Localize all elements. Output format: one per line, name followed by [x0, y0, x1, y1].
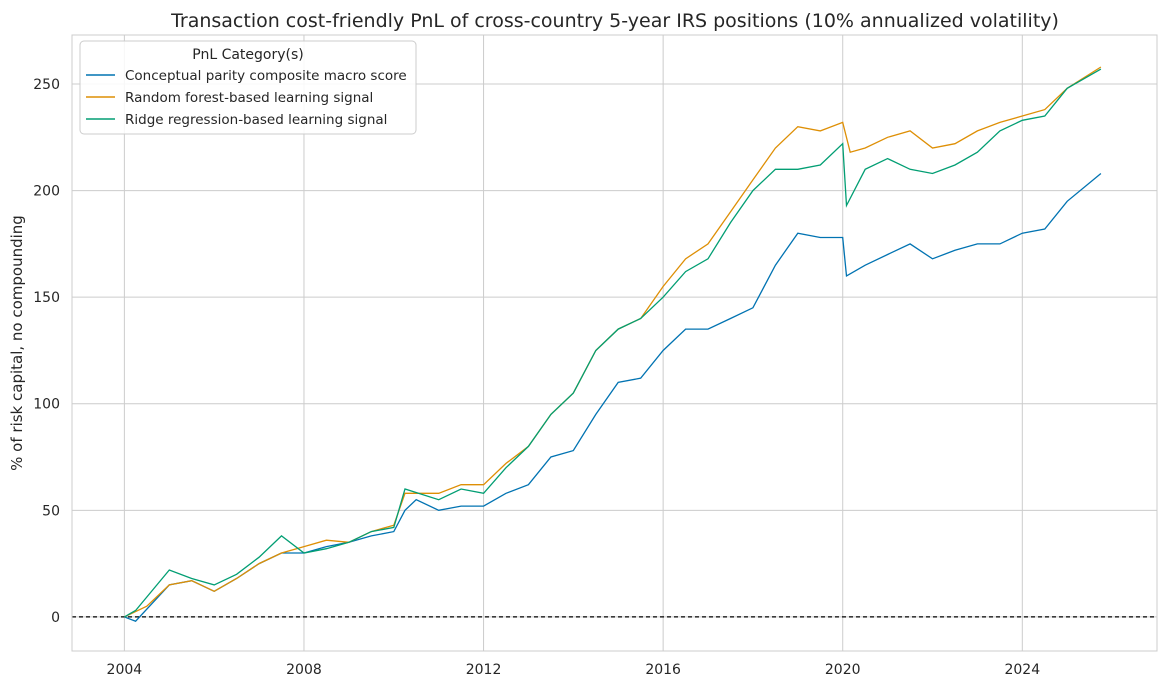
legend-entry: Conceptual parity composite macro score	[125, 68, 407, 84]
y-tick-label: 150	[33, 290, 60, 306]
x-tick-label: 2020	[825, 662, 861, 678]
legend-entry: Random forest-based learning signal	[125, 90, 373, 106]
y-tick-label: 100	[33, 397, 60, 413]
legend: PnL Category(s) Conceptual parity compos…	[79, 40, 417, 135]
chart-title: Transaction cost-friendly PnL of cross-c…	[170, 10, 1059, 32]
series-line-1	[124, 172, 1102, 622]
y-tick-label: 250	[33, 77, 60, 93]
x-tick-label: 2008	[286, 662, 322, 678]
x-tick-label: 2004	[107, 662, 143, 678]
x-tick-label: 2012	[466, 662, 502, 678]
x-tick-label: 2016	[645, 662, 681, 678]
legend-title: PnL Category(s)	[192, 47, 304, 63]
legend-entry: Ridge regression-based learning signal	[125, 112, 387, 128]
series-line-3	[124, 68, 1102, 618]
plot-frame	[71, 34, 1158, 652]
x-tick-label: 2024	[1004, 662, 1040, 678]
y-tick-label: 200	[33, 184, 60, 200]
series-line-2	[124, 66, 1102, 618]
y-tick-label: 0	[51, 610, 60, 626]
y-axis-label: % of risk capital, no compounding	[8, 215, 26, 471]
y-tick-label: 50	[42, 503, 60, 519]
